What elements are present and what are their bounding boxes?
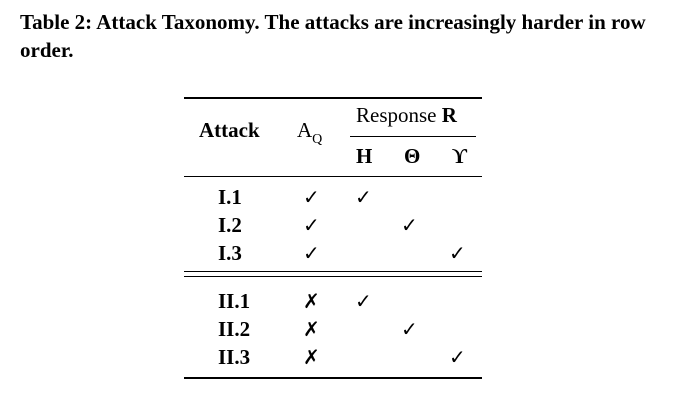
- header-response-bold: R: [441, 103, 457, 127]
- header-response-text: Response: [356, 103, 437, 127]
- cell-aq: ✗: [303, 345, 320, 369]
- cell-theta: ✓: [401, 213, 418, 237]
- header-col-h: H: [356, 144, 373, 168]
- row-label: II.3: [218, 345, 251, 369]
- row-label: I.3: [218, 241, 242, 265]
- group-separator-rule-2: [184, 276, 482, 277]
- row-label: II.2: [218, 317, 251, 341]
- cell-h: ✓: [355, 185, 372, 209]
- header-col-upsilon: ϒ: [452, 144, 468, 168]
- header-aq-base: A: [297, 118, 313, 142]
- row-label: II.1: [218, 289, 251, 313]
- group-separator-rule-1: [184, 271, 482, 272]
- caption-label: Table 2:: [20, 10, 93, 34]
- cell-aq: ✗: [303, 289, 320, 313]
- table-bottom-rule: [184, 377, 482, 379]
- header-attack: Attack: [199, 118, 260, 142]
- row-label: I.1: [218, 185, 242, 209]
- caption-text: Attack Taxonomy. The attacks are increas…: [20, 10, 646, 62]
- header-col-theta: Θ: [404, 144, 421, 168]
- cell-aq: ✓: [303, 185, 320, 209]
- cell-h: ✓: [355, 289, 372, 313]
- row-label: I.2: [218, 213, 242, 237]
- cell-aq: ✓: [303, 241, 320, 265]
- cell-aq: ✓: [303, 213, 320, 237]
- table-top-rule: [184, 97, 482, 99]
- cell-aq: ✗: [303, 317, 320, 341]
- header-aq-sub: Q: [312, 132, 323, 147]
- cell-upsilon: ✓: [449, 241, 466, 265]
- header-aq: AQ: [297, 118, 322, 152]
- cell-upsilon: ✓: [449, 345, 466, 369]
- table-caption: Table 2: Attack Taxonomy. The attacks ar…: [20, 8, 670, 64]
- cell-theta: ✓: [401, 317, 418, 341]
- response-subrule: [350, 136, 476, 137]
- header-rule: [184, 176, 482, 177]
- header-response: Response R: [356, 103, 457, 127]
